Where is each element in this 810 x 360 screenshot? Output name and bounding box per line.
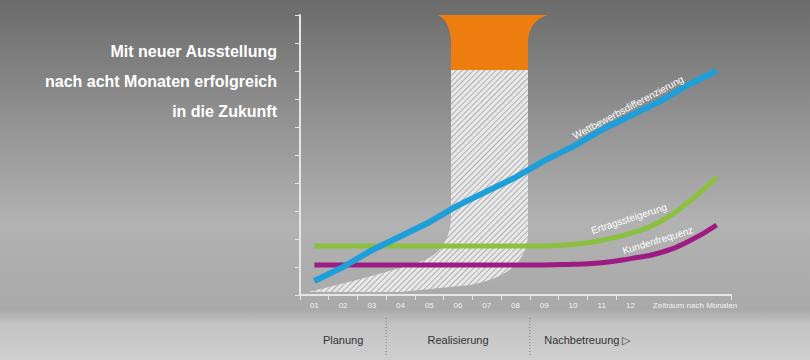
- svg-text:11: 11: [598, 301, 607, 310]
- svg-text:Kundenfrequenz: Kundenfrequenz: [621, 224, 694, 256]
- svg-text:Realisierung: Realisierung: [427, 334, 488, 346]
- svg-text:Planung: Planung: [323, 334, 363, 346]
- svg-text:Nachbetreuung ▷: Nachbetreuung ▷: [544, 334, 631, 346]
- svg-text:Wettbewerbsdifferenzierung: Wettbewerbsdifferenzierung: [571, 73, 686, 141]
- svg-text:nach acht Monaten erfolgreich: nach acht Monaten erfolgreich: [45, 73, 277, 90]
- svg-text:in die Zukunft: in die Zukunft: [172, 103, 278, 120]
- svg-text:05: 05: [425, 301, 434, 310]
- svg-text:Ertragssteigerung: Ertragssteigerung: [590, 201, 668, 236]
- svg-text:10: 10: [569, 301, 578, 310]
- svg-text:07: 07: [482, 301, 491, 310]
- svg-text:06: 06: [454, 301, 463, 310]
- svg-text:03: 03: [367, 301, 376, 310]
- svg-text:Zeitraum nach Monaten: Zeitraum nach Monaten: [653, 301, 738, 310]
- svg-text:Mit neuer Ausstellung: Mit neuer Ausstellung: [110, 43, 277, 60]
- svg-text:01: 01: [310, 301, 319, 310]
- svg-text:09: 09: [540, 301, 549, 310]
- svg-text:02: 02: [339, 301, 348, 310]
- svg-text:12: 12: [626, 301, 635, 310]
- svg-text:04: 04: [396, 301, 405, 310]
- svg-text:08: 08: [511, 301, 520, 310]
